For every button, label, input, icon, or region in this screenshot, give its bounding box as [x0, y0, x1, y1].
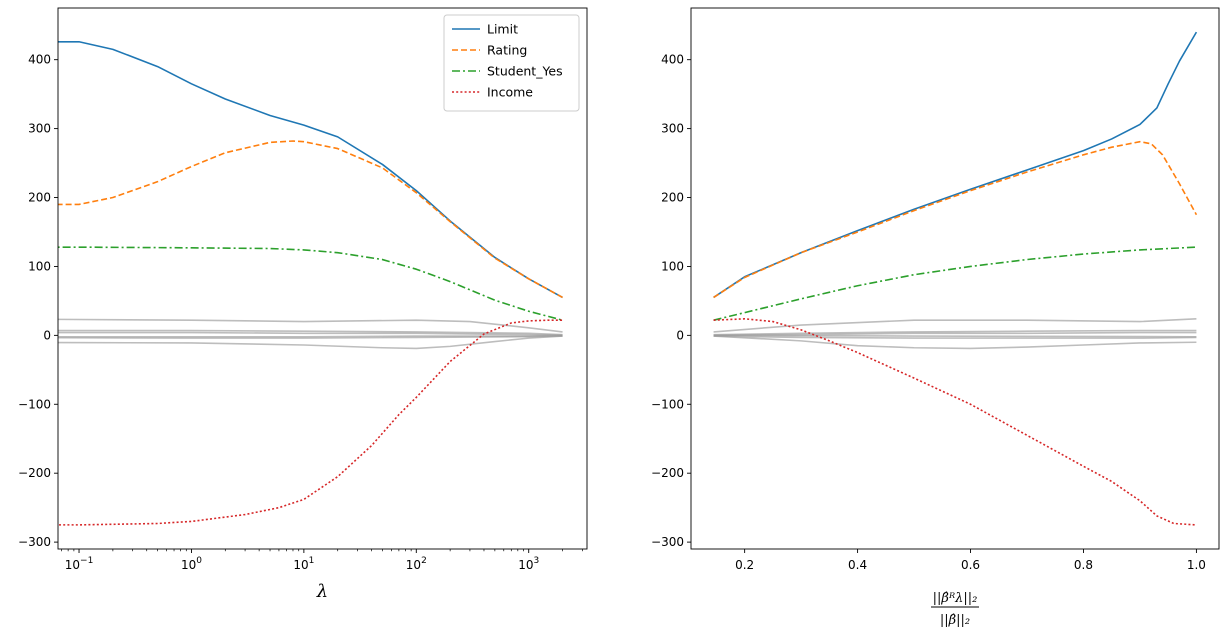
- x-tick-label: 10−1: [65, 556, 94, 572]
- series-lines: [713, 31, 1198, 526]
- y-tick-label: −100: [651, 397, 684, 411]
- series-line-income: [713, 318, 1197, 526]
- series-line-other-4: [713, 318, 1197, 333]
- legend-entry-label: Rating: [487, 43, 527, 58]
- series-line-other-7: [713, 334, 1197, 338]
- x-axis-label-numerator: ||β̂ᴿλ||₂: [933, 591, 978, 606]
- y-tick-label: 200: [661, 191, 684, 205]
- legend-box: [443, 14, 580, 112]
- x-tick-label: 102: [406, 556, 427, 572]
- series-line-other-6: [58, 331, 563, 337]
- series-line-income: [58, 319, 563, 526]
- x-axis-label-denominator: ||β̂||₂: [940, 613, 970, 628]
- series-line-other-9: [713, 335, 1197, 350]
- left-panel-lambda-plot: −300 −200 −100 0 100 200 300 400 10−1 100 101 102 10…: [18, 7, 588, 602]
- series-line-student-yes: [58, 246, 563, 321]
- y-tick-label: −200: [18, 466, 51, 480]
- legend-entry-label: Limit: [487, 22, 518, 37]
- y-tick-label: 300: [661, 122, 684, 136]
- plot-frame: [57, 7, 588, 550]
- y-tick-label: 100: [661, 259, 684, 273]
- plot-frame: [690, 7, 1220, 550]
- right-panel-norm-ratio-plot: −300 −200 −100 0 100 200 300 400 0.2 0.4 0.6 0.8 1.0…: [651, 7, 1220, 628]
- series-line-other-4: [58, 318, 563, 333]
- y-tick-label: −300: [651, 535, 684, 549]
- x-tick-label: 103: [518, 556, 539, 572]
- x-minor-ticks: [61, 549, 583, 552]
- series-line-other-8: [58, 335, 563, 339]
- x-axis-label: λ: [316, 581, 328, 602]
- legend-entry-label: Student_Yes: [487, 64, 563, 79]
- series-line-other-5: [58, 329, 563, 336]
- y-tick-label: 0: [676, 328, 684, 342]
- y-tick-label: 400: [661, 53, 684, 67]
- series-line-student-yes: [713, 246, 1197, 321]
- series-line-rating: [58, 140, 563, 299]
- x-tick-label: 0.4: [848, 558, 867, 572]
- series-line-other-8: [713, 335, 1197, 339]
- series-lines: [58, 40, 563, 526]
- x-tick-label: 1.0: [1187, 558, 1206, 572]
- y-tick-label: −300: [18, 535, 51, 549]
- series-line-limit: [713, 31, 1198, 299]
- y-tick-label: 200: [28, 191, 51, 205]
- x-tick-label: 0.2: [735, 558, 754, 572]
- y-tick-label: 100: [28, 259, 51, 273]
- x-tick-label: 100: [181, 556, 202, 572]
- y-tick-label: 400: [28, 53, 51, 67]
- y-tick-label: 0: [43, 328, 51, 342]
- series-line-other-9: [58, 335, 563, 350]
- chart-legend: Limit Rating Student_Yes Income: [443, 14, 580, 112]
- legend-entry-label: Income: [487, 85, 533, 100]
- y-tick-label: 300: [28, 122, 51, 136]
- x-tick-label: 0.6: [961, 558, 980, 572]
- y-tick-label: −200: [651, 466, 684, 480]
- series-line-rating: [713, 140, 1198, 299]
- x-tick-label: 101: [293, 556, 314, 572]
- y-tick-label: −100: [18, 397, 51, 411]
- series-line-other-5: [713, 329, 1197, 336]
- series-line-other-6: [713, 331, 1197, 337]
- x-tick-label: 0.8: [1074, 558, 1093, 572]
- series-line-limit: [58, 40, 563, 299]
